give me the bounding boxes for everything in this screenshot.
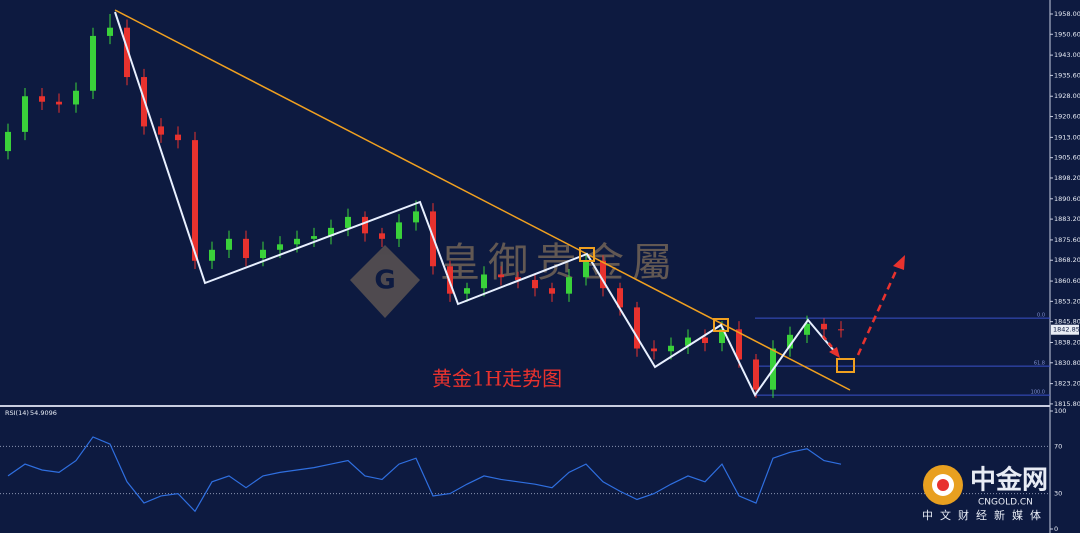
y-tick-label: 1928.00 <box>1054 92 1080 100</box>
y-tick-label: 1950.60 <box>1054 30 1080 38</box>
watermark-logo: G <box>350 245 420 318</box>
y-tick-label: 1845.80 <box>1054 318 1080 326</box>
candle-body <box>685 337 691 346</box>
y-tick-label: 1943.00 <box>1054 51 1080 59</box>
annotations <box>114 9 905 397</box>
candle-body <box>73 90 79 105</box>
rsi-line <box>7 436 842 513</box>
candle-body <box>668 345 674 352</box>
candle-body <box>124 27 130 78</box>
fib-label: 100.0 <box>1031 390 1045 396</box>
y-tick-label: 1868.20 <box>1054 256 1080 264</box>
brand-slogan: 中文财经新媒体 <box>922 508 1048 522</box>
candle-body <box>736 329 742 360</box>
candle-body <box>328 227 334 237</box>
rsi-tick-label: 70 <box>1054 442 1062 450</box>
candle-body <box>549 288 555 294</box>
candle-body <box>719 329 725 344</box>
svg-text:G: G <box>374 266 395 296</box>
y-tick-label: 1898.20 <box>1054 174 1080 182</box>
chart-title: 黄金1H走势图 <box>432 367 562 391</box>
candle-body <box>294 238 300 245</box>
candle-body <box>413 211 419 223</box>
candle-body <box>532 279 538 289</box>
candle-body <box>345 216 351 228</box>
candle-body <box>753 359 759 390</box>
brand-name: 中金网 <box>970 465 1048 496</box>
y-tick-label: 1935.60 <box>1054 71 1080 79</box>
candle-body <box>634 307 640 349</box>
rsi-label: RSI(14) <box>5 409 29 417</box>
candle-body <box>498 274 504 278</box>
candle-body <box>787 334 793 349</box>
last-price-label: 1842.85 <box>1053 326 1080 334</box>
y-tick-label: 1823.20 <box>1054 380 1080 388</box>
fib-label: 0.0 <box>1037 313 1045 319</box>
candle-body <box>260 249 266 259</box>
candle-body <box>311 236 317 239</box>
y-tick-label: 1853.20 <box>1054 297 1080 305</box>
candle-body <box>566 277 572 294</box>
candle-body <box>481 274 487 289</box>
candle-body <box>226 238 232 250</box>
candle-body <box>464 288 470 294</box>
y-tick-label: 1883.20 <box>1054 215 1080 223</box>
fib-label: 61.8 <box>1034 361 1045 367</box>
candle-body <box>515 277 521 280</box>
y-tick-label: 1815.80 <box>1054 400 1080 408</box>
y-tick-label: 1838.20 <box>1054 338 1080 346</box>
candle-body <box>107 27 113 36</box>
candle-body <box>804 323 810 335</box>
candle-body <box>617 288 623 308</box>
brand-site: CNGOLD.CN <box>978 498 1033 508</box>
candle-body <box>838 329 844 331</box>
candle-body <box>702 337 708 344</box>
y-tick-label: 1958.00 <box>1054 10 1080 18</box>
candle-body <box>5 131 11 152</box>
candle-body <box>379 233 385 239</box>
candle-body <box>583 260 589 278</box>
candle-body <box>175 134 181 141</box>
candle-body <box>651 348 657 352</box>
candle-body <box>821 323 827 330</box>
y-tick-label: 1860.60 <box>1054 277 1080 285</box>
candle-body <box>39 96 45 102</box>
y-tick-label: 1830.80 <box>1054 359 1080 367</box>
candle-body <box>600 260 606 289</box>
y-tick-label: 1913.00 <box>1054 133 1080 141</box>
candle-body <box>277 244 283 250</box>
candle-body <box>243 238 249 259</box>
candle-body <box>362 216 368 234</box>
watermark-text: 皇御贵金屬 <box>440 240 680 286</box>
last-price-box <box>1051 324 1079 335</box>
rsi-tick-label: 30 <box>1054 490 1062 498</box>
rsi-tick-label: 100 <box>1054 407 1066 415</box>
candle-body <box>56 101 62 105</box>
rsi-value: 54.9096 <box>30 409 57 417</box>
candle-body <box>209 249 215 261</box>
candle-body <box>192 140 198 261</box>
y-tick-label: 1875.60 <box>1054 236 1080 244</box>
candle-body <box>90 35 96 91</box>
y-tick-label: 1905.60 <box>1054 154 1080 162</box>
y-tick-label: 1920.60 <box>1054 113 1080 121</box>
y-tick-label: 1890.60 <box>1054 195 1080 203</box>
branding: 中金网 CNGOLD.CN 中文财经新媒体 <box>922 465 1048 523</box>
rsi-tick-label: 0 <box>1054 525 1058 533</box>
candle-body <box>396 222 402 239</box>
candle-body <box>158 126 164 135</box>
candle-body <box>22 96 28 132</box>
